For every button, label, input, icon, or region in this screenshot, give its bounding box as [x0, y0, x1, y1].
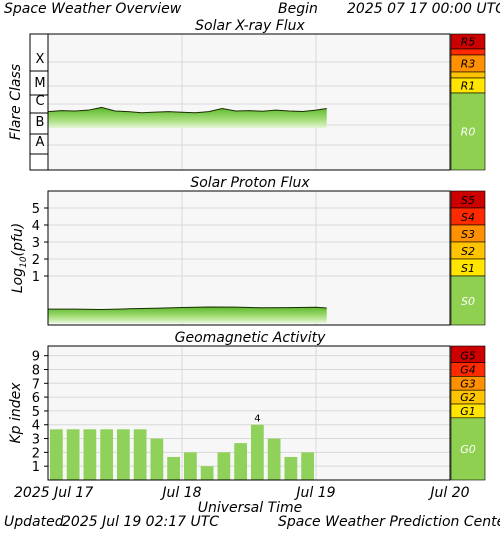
g-scale-label: G0 [460, 443, 476, 456]
kp-bar [66, 429, 80, 480]
kp-bar [234, 443, 247, 480]
xray-ylabel: Flare Class [8, 64, 24, 140]
kp-bar [133, 429, 147, 480]
s-scale-label: S2 [461, 245, 475, 258]
r-scale-band [450, 92, 486, 171]
y-tick-label: 5 [32, 405, 40, 420]
r-scale-label: R5 [461, 36, 476, 49]
plot-frame [47, 190, 451, 326]
ylabel-suffix: (pfu) [10, 223, 26, 257]
updated-timestamp: 2025 Jul 19 02:17 UTC [62, 514, 220, 530]
kp-title: Geomagnetic Activity [175, 330, 326, 346]
flare-class-label: A [36, 135, 45, 150]
kp-bar [251, 424, 264, 480]
flare-class-label: B [36, 115, 45, 130]
g-scale-label: G3 [460, 377, 476, 390]
s-scale-label: S3 [461, 228, 475, 241]
s-scale-label: S4 [461, 211, 475, 224]
g-scale-label: G5 [460, 350, 476, 363]
kp-panel: Geomagnetic Activity1234567894G5G4G3G2G1… [8, 330, 486, 481]
flare-class-label: M [34, 76, 45, 91]
xray-flux-area [48, 107, 327, 128]
xray-title: Solar X-ray Flux [195, 18, 305, 34]
ylabel-main: Log [10, 268, 26, 293]
begin-timestamp: 2025 07 17 00:00 UTC [347, 1, 500, 17]
y-tick-label: 3 [32, 433, 40, 448]
x-tick-label: Jul 19 [293, 485, 335, 501]
g-scale-label: G1 [460, 405, 476, 418]
y-tick-label: 8 [32, 363, 40, 378]
r-scale-band [450, 71, 486, 79]
kp-ylabel: Kp index [8, 382, 24, 444]
y-tick-label: 7 [32, 377, 40, 392]
kp-bar [167, 456, 180, 480]
kp-bar [217, 452, 231, 480]
y-tick-label: 2 [32, 446, 40, 461]
plot-area [48, 34, 450, 170]
kp-bar [100, 429, 113, 480]
r-scale-label: R1 [461, 80, 476, 93]
s-scale-label: S5 [461, 194, 475, 207]
flare-class-label: X [36, 52, 45, 67]
proton-ylabel: Log10(pfu) [10, 223, 29, 293]
y-tick-label: 9 [32, 350, 40, 365]
proton-title: Solar Proton Flux [190, 175, 310, 191]
plot-frame [47, 33, 451, 171]
r-scale-label: R0 [461, 126, 476, 139]
time-axis: 2025 Jul 17 Jul 18 Jul 19 Jul 20 Universal T… [14, 485, 470, 516]
ylabel-subscript: 10 [19, 256, 29, 268]
x-tick-label: 2025 Jul 17 [14, 485, 93, 501]
x-tick-label: Jul 20 [427, 485, 469, 501]
y-tick-label: 1 [32, 270, 40, 285]
proton-flux-line [48, 306, 327, 310]
kp-bar [117, 429, 130, 480]
xray-flux-line [47, 106, 327, 114]
proton-flux-area [48, 306, 327, 323]
kp-bar [284, 456, 298, 480]
y-tick-label: 4 [32, 419, 40, 434]
kp-bar [200, 466, 214, 480]
flare-class-label: C [35, 94, 44, 109]
proton-panel: Solar Proton Flux 1 2 3 4 5 S5 S4 S3 S2 S1 S0 Log10(… [10, 175, 486, 326]
g-scale-band [450, 417, 486, 481]
s-scale-band [450, 275, 486, 326]
page-title: Space Weather Overview [4, 1, 182, 17]
kp-bar [184, 452, 197, 480]
updated-label: Updated [4, 514, 64, 530]
plot-area [48, 346, 450, 480]
begin-label: Begin [278, 1, 318, 17]
y-tick-label: 3 [32, 236, 40, 251]
y-tick-label: 1 [32, 460, 40, 475]
kp-bar [150, 438, 164, 480]
kp-bar [267, 438, 281, 480]
g-scale-label: G4 [460, 363, 476, 376]
credit-text: Space Weather Prediction Center [278, 514, 500, 530]
x-tick-label: Jul 18 [159, 485, 201, 501]
y-tick-label: 6 [32, 391, 40, 406]
kp-bar [301, 452, 314, 480]
plot-area [48, 191, 450, 325]
kp-bar-value-label: 4 [254, 414, 260, 425]
y-tick-label: 5 [32, 202, 40, 217]
s-scale-label: S0 [461, 295, 475, 308]
plot-frame [47, 345, 451, 481]
kp-bar [50, 429, 63, 480]
r-scale-label: R3 [461, 58, 476, 71]
x-axis-label: Universal Time [198, 500, 303, 516]
g-scale-label: G2 [460, 391, 476, 404]
y-tick-label: 2 [32, 253, 40, 268]
y-tick-label: 4 [32, 219, 40, 234]
kp-bar [83, 429, 97, 480]
s-scale-label: S1 [461, 262, 475, 275]
r-scale-band [450, 48, 486, 56]
